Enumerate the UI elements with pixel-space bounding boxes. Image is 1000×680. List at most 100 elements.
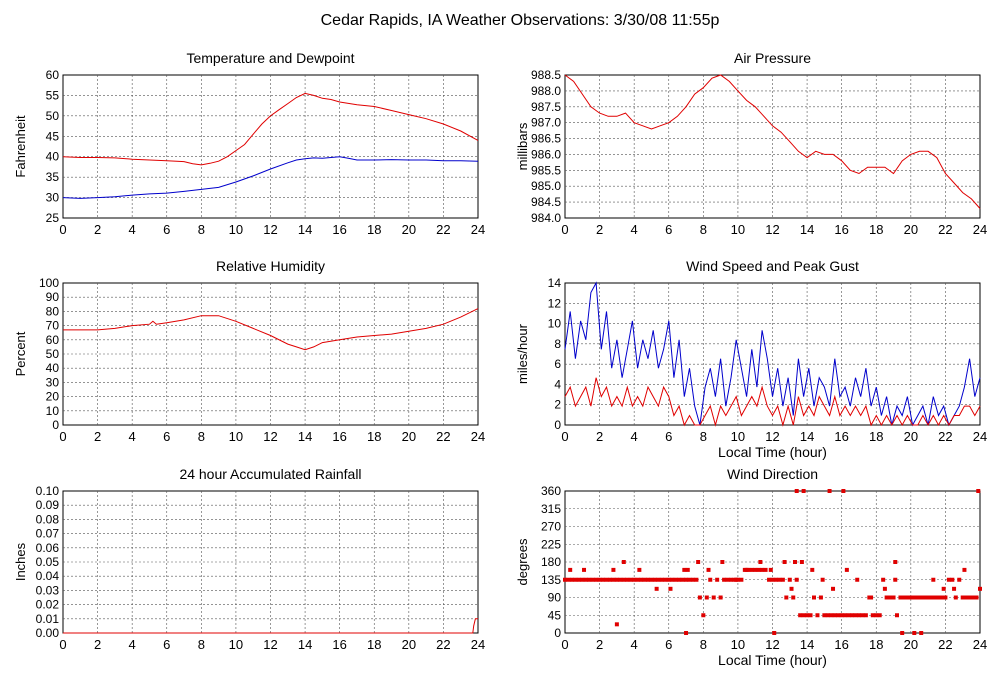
data-point-wind_direction	[718, 595, 723, 600]
data-point-wind_direction	[576, 577, 581, 582]
x-tick-label: 0	[59, 637, 66, 652]
x-tick-label: 24	[973, 222, 987, 237]
data-point-wind_direction	[601, 577, 606, 582]
data-point-wind_direction	[573, 577, 578, 582]
y-tick-label: 2	[554, 398, 561, 412]
y-tick-label: 180	[541, 555, 561, 569]
y-tick-label: 6	[554, 357, 561, 371]
data-point-wind_direction	[690, 577, 695, 582]
y-tick-label: 984.0	[531, 211, 561, 225]
data-point-wind_direction	[884, 595, 889, 600]
x-tick-label: 18	[367, 637, 381, 652]
x-tick-label: 2	[596, 429, 603, 444]
x-tick-label: 2	[94, 637, 101, 652]
x-tick-label: 14	[298, 429, 312, 444]
data-point-wind_direction	[812, 595, 816, 600]
x-tick-label: 8	[198, 637, 205, 652]
x-tick-label: 14	[298, 637, 312, 652]
data-point-wind_direction	[829, 613, 834, 618]
x-tick-label: 0	[561, 222, 568, 237]
x-tick-label: 4	[129, 637, 136, 652]
data-point-wind_direction	[782, 560, 787, 564]
y-tick-label: 986.0	[531, 147, 561, 161]
y-tick-label: 0.06	[36, 541, 60, 555]
data-point-wind_direction	[787, 577, 792, 582]
data-point-wind_direction	[933, 595, 938, 600]
y-tick-label: 80	[46, 304, 60, 318]
data-point-wind_direction	[753, 567, 758, 572]
x-tick-label: 6	[665, 429, 672, 444]
data-point-wind_direction	[863, 613, 868, 618]
y-tick-label: 0	[554, 418, 561, 432]
x-tick-label: 12	[263, 222, 277, 237]
x-tick-label: 6	[665, 637, 672, 652]
data-point-wind_direction	[587, 577, 592, 582]
data-point-wind_direction	[895, 613, 899, 618]
data-point-wind_direction	[725, 577, 730, 582]
x-tick-label: 16	[834, 637, 848, 652]
x-tick-label: 20	[904, 637, 918, 652]
x-tick-label: 12	[765, 637, 779, 652]
y-tick-label: 315	[541, 502, 561, 516]
series-line-dewpoint	[62, 156, 479, 199]
x-axis-label: Local Time (hour)	[718, 652, 827, 668]
x-tick-label: 8	[198, 429, 205, 444]
x-tick-label: 10	[731, 637, 745, 652]
data-point-wind_direction	[839, 613, 844, 618]
data-point-wind_direction	[855, 577, 860, 582]
data-point-wind_direction	[801, 489, 806, 493]
y-tick-label: 0.03	[36, 583, 60, 597]
data-point-wind_direction	[673, 577, 678, 582]
data-point-wind_direction	[831, 586, 836, 591]
data-point-wind_direction	[604, 577, 609, 582]
y-axis-label: Percent	[13, 331, 28, 376]
data-point-wind_direction	[656, 577, 661, 582]
y-tick-label: 0.00	[36, 626, 60, 640]
y-tick-label: 988.5	[531, 68, 561, 82]
data-point-wind_direction	[805, 613, 810, 618]
y-tick-label: 0.05	[36, 555, 60, 569]
y-tick-label: 50	[46, 347, 60, 361]
data-point-wind_direction	[860, 613, 865, 618]
y-tick-label: 0.01	[36, 612, 60, 626]
data-point-wind_direction	[893, 577, 898, 582]
x-tick-label: 8	[700, 222, 707, 237]
data-point-wind_direction	[808, 613, 813, 618]
data-point-wind_direction	[912, 631, 917, 635]
x-tick-label: 12	[765, 222, 779, 237]
data-point-wind_direction	[815, 613, 820, 618]
data-point-wind_direction	[846, 613, 851, 618]
data-point-wind_direction	[799, 560, 804, 564]
data-point-wind_direction	[877, 613, 882, 618]
data-point-wind_direction	[663, 577, 668, 582]
y-axis-label: millibars	[515, 122, 530, 170]
y-tick-label: 55	[46, 88, 60, 102]
data-point-wind_direction	[936, 595, 941, 600]
y-tick-label: 360	[541, 484, 561, 498]
data-point-wind_direction	[952, 586, 957, 591]
x-tick-label: 22	[938, 429, 952, 444]
x-axis-label: Local Time (hour)	[718, 444, 827, 460]
data-point-wind_direction	[922, 595, 927, 600]
data-point-wind_direction	[789, 586, 794, 591]
y-tick-label: 0.02	[36, 598, 60, 612]
y-tick-label: 20	[46, 390, 60, 404]
data-point-wind_direction	[582, 567, 587, 572]
data-point-wind_direction	[898, 595, 903, 600]
x-tick-label: 8	[700, 637, 707, 652]
chart-title: 24 hour Accumulated Rainfall	[179, 466, 361, 482]
y-tick-label: 984.5	[531, 195, 561, 209]
data-point-wind_direction	[758, 560, 763, 564]
data-point-wind_direction	[967, 595, 972, 600]
data-point-wind_direction	[563, 577, 567, 582]
data-point-wind_direction	[625, 577, 630, 582]
x-tick-label: 0	[561, 429, 568, 444]
data-point-wind_direction	[722, 577, 727, 582]
x-tick-label: 0	[59, 222, 66, 237]
data-point-wind_direction	[680, 577, 685, 582]
data-point-wind_direction	[953, 595, 958, 600]
y-tick-label: 986.5	[531, 132, 561, 146]
